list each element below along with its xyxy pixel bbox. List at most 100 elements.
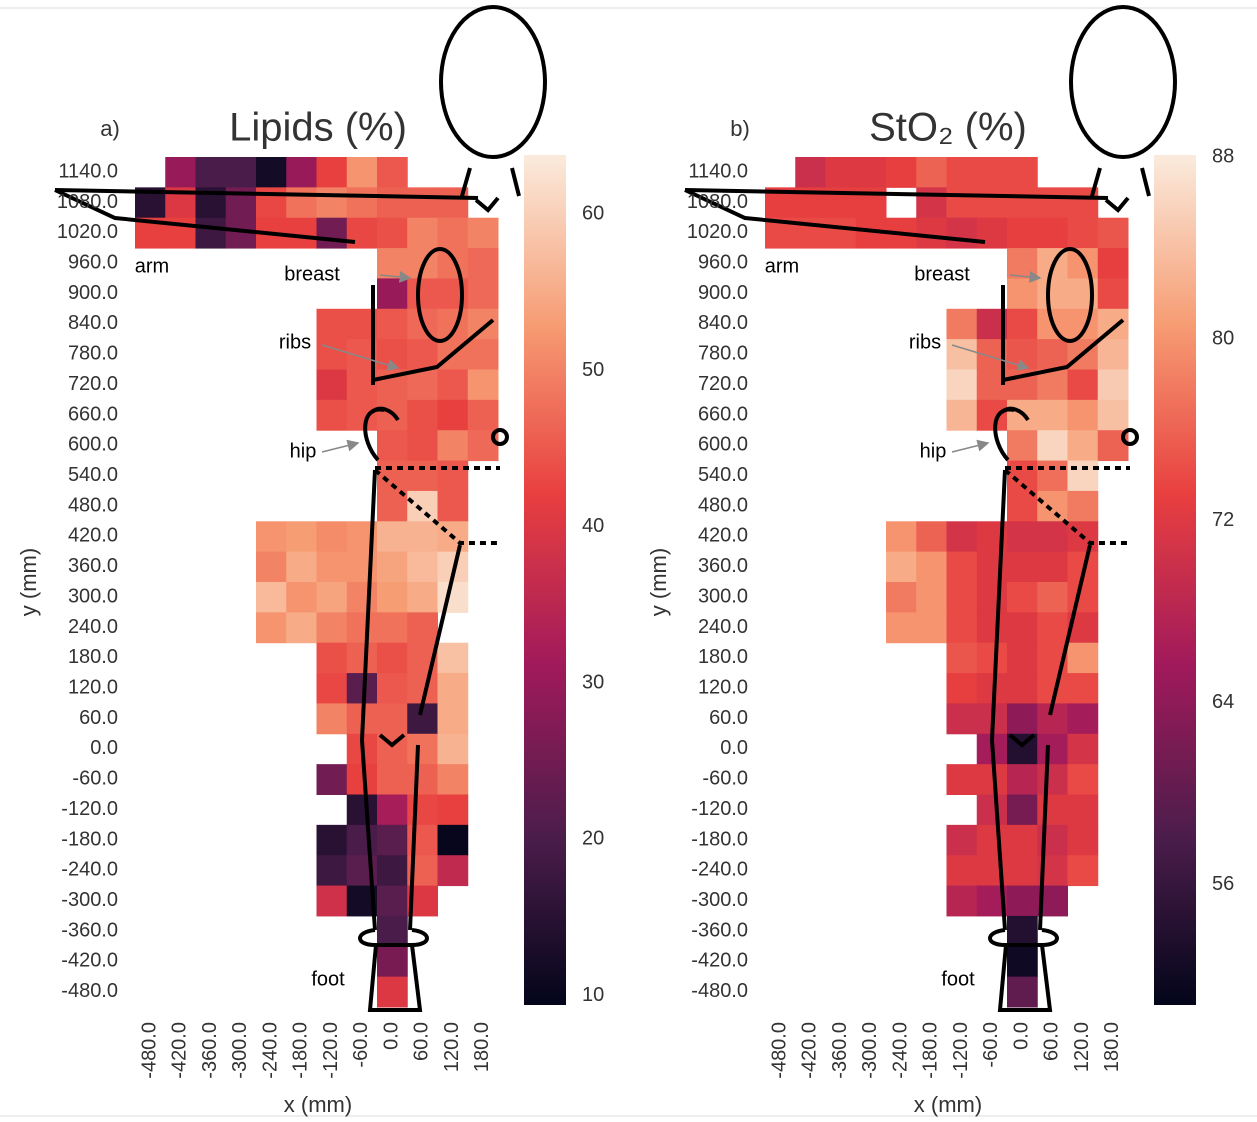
x-tick-label: 60.0 [1041,1022,1063,1061]
heat-cell [377,430,408,461]
heat-cell [407,278,438,309]
heat-cell [377,278,408,309]
heat-cell [317,309,348,340]
y-tick-label: -420.0 [61,950,118,972]
colorbar-tick-label: 20 [582,828,604,850]
heat-cell [317,643,348,674]
y-tick-label: 0.0 [720,737,748,759]
heat-cell [438,248,469,279]
y-tick-label: 300.0 [698,585,748,607]
heat-cell [1007,612,1038,643]
heat-cell [256,582,287,613]
heat-cell [1037,795,1068,826]
y-tick-label: 720.0 [698,373,748,395]
colorbar [1154,155,1196,1005]
colorbar [524,155,566,1005]
heat-cell [468,278,499,309]
heat-cell [317,764,348,795]
heat-cell [407,521,438,552]
heat-cell [317,673,348,704]
annotation: arm [135,255,169,277]
heat-cell [1068,430,1099,461]
heat-cell [1007,643,1038,674]
heat-cell [1068,673,1099,704]
x-tick-label: 120.0 [441,1022,463,1072]
heat-cell [1037,339,1068,370]
x-tick-label: 120.0 [1071,1022,1093,1072]
heat-cell [1098,370,1129,401]
colorbar-tick-label: 88 [1212,146,1234,168]
x-tick-label: -60.0 [350,1022,372,1068]
y-tick-label: -360.0 [61,919,118,941]
heat-cell [1037,612,1068,643]
heat-cell [1007,157,1038,188]
heat-cell [947,309,978,340]
heat-cell [947,825,978,856]
annotation: ribs [279,331,311,353]
heat-cell [1068,855,1099,886]
y-tick-label: 780.0 [68,343,118,365]
colorbar-tick-label: 50 [582,359,604,381]
heat-cell [1068,218,1099,249]
annotation: foot [941,968,975,990]
y-tick-label: 480.0 [698,494,748,516]
heat-cell [947,218,978,249]
heat-cell [286,612,317,643]
y-tick-label: 1080.0 [57,191,118,213]
heat-cell [317,886,348,917]
y-tick-label: -60.0 [72,768,118,790]
heat-cell [1007,248,1038,279]
heat-cell [438,825,469,856]
x-tick-label: -120.0 [950,1022,972,1079]
heat-cell [407,187,438,218]
heat-cell [438,370,469,401]
y-tick-label: -480.0 [691,980,748,1002]
heat-cell [1007,430,1038,461]
heat-cell [947,582,978,613]
colorbar-tick-label: 64 [1212,691,1234,713]
heat-cell [947,703,978,734]
heat-cell [1037,278,1068,309]
heat-cell [407,430,438,461]
heat-cell [438,795,469,826]
y-tick-label: 540.0 [698,464,748,486]
annotation: breast [914,263,970,285]
heat-cell [407,795,438,826]
x-tick-label: -360.0 [829,1022,851,1079]
heat-cell [196,218,227,249]
heat-cell [377,855,408,886]
y-tick-label: 420.0 [68,525,118,547]
heat-cell [916,582,947,613]
y-tick-label: 1080.0 [687,191,748,213]
y-tick-label: 180.0 [68,646,118,668]
x-tick-label: 0.0 [1010,1022,1032,1050]
heat-cell [347,795,378,826]
heat-cell [1007,309,1038,340]
heat-cell [1007,825,1038,856]
heat-cell [256,612,287,643]
heat-cell [317,157,348,188]
heat-cell [438,582,469,613]
heat-cell [407,582,438,613]
heat-cell [977,157,1008,188]
heat-cell [1037,491,1068,522]
heat-cell [347,552,378,583]
heat-cell [947,157,978,188]
y-tick-label: -60.0 [702,768,748,790]
x-tick-label: -420.0 [799,1022,821,1079]
y-tick-label: 780.0 [698,343,748,365]
heat-cell [377,309,408,340]
x-tick-label: -300.0 [859,1022,881,1079]
heat-cell [377,825,408,856]
heat-cell [886,157,917,188]
heat-cell [438,734,469,765]
heat-cell [377,703,408,734]
heat-cell [468,248,499,279]
x-tick-label: 180.0 [1101,1022,1123,1072]
heat-cell [377,339,408,370]
heat-cell [947,855,978,886]
heat-cell [1007,582,1038,613]
y-axis-label: y (mm) [646,548,671,616]
heat-cell [438,703,469,734]
annotation: arm [765,255,799,277]
